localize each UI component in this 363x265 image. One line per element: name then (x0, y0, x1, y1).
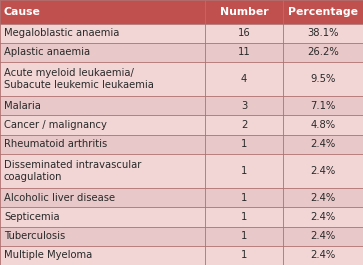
Text: 1: 1 (241, 139, 247, 149)
Text: 16: 16 (238, 28, 250, 38)
Text: Aplastic anaemia: Aplastic anaemia (4, 47, 90, 57)
Text: 11: 11 (238, 47, 250, 57)
Text: 1: 1 (241, 212, 247, 222)
Bar (0, 227, 363, 246)
Text: Alcoholic liver disease: Alcoholic liver disease (4, 193, 115, 203)
Text: Acute myeloid leukaemia/
Subacute leukemic leukaemia: Acute myeloid leukaemia/ Subacute leukem… (4, 68, 154, 90)
Text: 1: 1 (241, 166, 247, 176)
Text: 4.8%: 4.8% (310, 120, 336, 130)
Text: Multiple Myeloma: Multiple Myeloma (4, 250, 92, 260)
Text: 2.4%: 2.4% (310, 193, 336, 203)
Bar (0, 43, 363, 62)
Text: 26.2%: 26.2% (307, 47, 339, 57)
Bar (0, 207, 363, 227)
Text: Rheumatoid arthritis: Rheumatoid arthritis (4, 139, 107, 149)
Text: Cancer / malignancy: Cancer / malignancy (4, 120, 107, 130)
Text: 2.4%: 2.4% (310, 166, 336, 176)
Bar (0, 115, 363, 135)
Text: Percentage: Percentage (288, 7, 358, 17)
Text: Cause: Cause (4, 7, 41, 17)
Text: 2.4%: 2.4% (310, 250, 336, 260)
Text: Number: Number (220, 7, 268, 17)
Text: 9.5%: 9.5% (310, 74, 336, 84)
Text: Septicemia: Septicemia (4, 212, 60, 222)
Text: Disseminated intravascular
coagulation: Disseminated intravascular coagulation (4, 160, 141, 182)
Text: Tuberculosis: Tuberculosis (4, 231, 65, 241)
Text: 38.1%: 38.1% (307, 28, 339, 38)
Bar (0, 0, 363, 24)
Bar (0, 154, 363, 188)
Bar (0, 62, 363, 96)
Text: 3: 3 (241, 101, 247, 111)
Text: 1: 1 (241, 250, 247, 260)
Bar (0, 188, 363, 207)
Bar (0, 246, 363, 265)
Text: 2.4%: 2.4% (310, 139, 336, 149)
Text: Malaria: Malaria (4, 101, 41, 111)
Text: 2.4%: 2.4% (310, 212, 336, 222)
Bar (0, 96, 363, 115)
Bar (0, 24, 363, 43)
Text: 7.1%: 7.1% (310, 101, 336, 111)
Text: 1: 1 (241, 193, 247, 203)
Bar (0, 135, 363, 154)
Text: 1: 1 (241, 231, 247, 241)
Text: 2: 2 (241, 120, 247, 130)
Text: 4: 4 (241, 74, 247, 84)
Text: 2.4%: 2.4% (310, 231, 336, 241)
Text: Megaloblastic anaemia: Megaloblastic anaemia (4, 28, 119, 38)
